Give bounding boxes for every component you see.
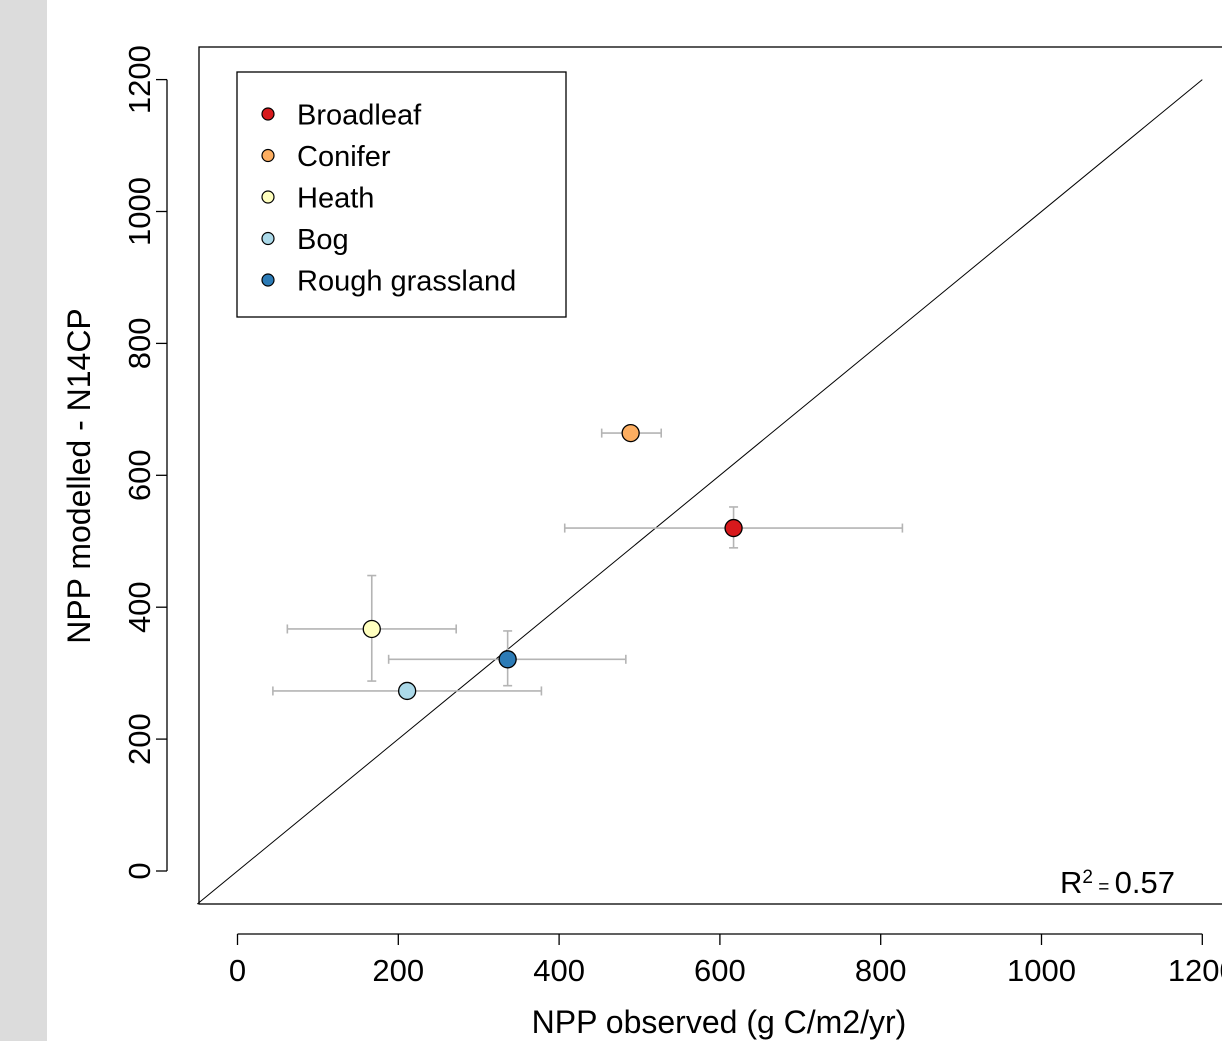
point-bog xyxy=(397,681,417,701)
axes: 0 200 400 600 800 1000 1200 0 200 400 600 800 1000 12… xyxy=(122,45,1222,988)
x-tick-label: 1200 xyxy=(1168,953,1222,988)
x-tick-label: 400 xyxy=(533,953,585,988)
legend-marker-bog xyxy=(261,231,275,246)
y-tick-label: 200 xyxy=(122,713,157,765)
y-tick-label: 1000 xyxy=(122,177,157,246)
y-tick-label: 800 xyxy=(122,318,157,370)
reference-line-group xyxy=(196,79,1203,905)
legend-box xyxy=(236,71,567,318)
plot-frame xyxy=(198,46,1222,905)
r-squared-annotation: R2 = 0.57 xyxy=(1060,865,1175,900)
x-tick-label: 800 xyxy=(855,953,907,988)
legend-marker-broadleaf xyxy=(261,107,275,121)
legend-marker-conifer xyxy=(261,148,275,163)
legend-label-rough-grassland: Rough grassland xyxy=(297,266,516,298)
legend: Broadleaf Conifer Heath Bog Rough grassland xyxy=(236,71,567,318)
y-tick-label: 1200 xyxy=(122,45,157,114)
x-axis-label: NPP observed (g C/m2/yr) xyxy=(532,1004,907,1040)
point-rough-grassland xyxy=(498,650,517,669)
x-tick-label: 0 xyxy=(229,953,246,988)
legend-marker-rough-grassland xyxy=(261,273,275,287)
legend-label-bog: Bog xyxy=(297,224,349,256)
x-tick-label: 200 xyxy=(372,953,424,988)
data-points xyxy=(362,423,743,701)
y-tick-label: 600 xyxy=(122,449,157,501)
y-axis-label: NPP modelled - N14CP xyxy=(61,308,97,644)
y-tick-label: 400 xyxy=(122,581,157,633)
legend-marker-heath xyxy=(261,190,275,204)
point-broadleaf xyxy=(724,518,743,538)
legend-label-broadleaf: Broadleaf xyxy=(297,100,422,132)
x-tick-label: 1000 xyxy=(1007,953,1076,988)
figure-background xyxy=(47,0,1222,1041)
x-tick-label: 600 xyxy=(694,953,746,988)
one-to-one-line xyxy=(196,79,1203,905)
point-heath xyxy=(362,619,381,639)
y-tick-label: 0 xyxy=(122,862,157,879)
point-conifer xyxy=(621,423,640,443)
legend-label-heath: Heath xyxy=(297,183,374,215)
legend-label-conifer: Conifer xyxy=(297,141,391,173)
